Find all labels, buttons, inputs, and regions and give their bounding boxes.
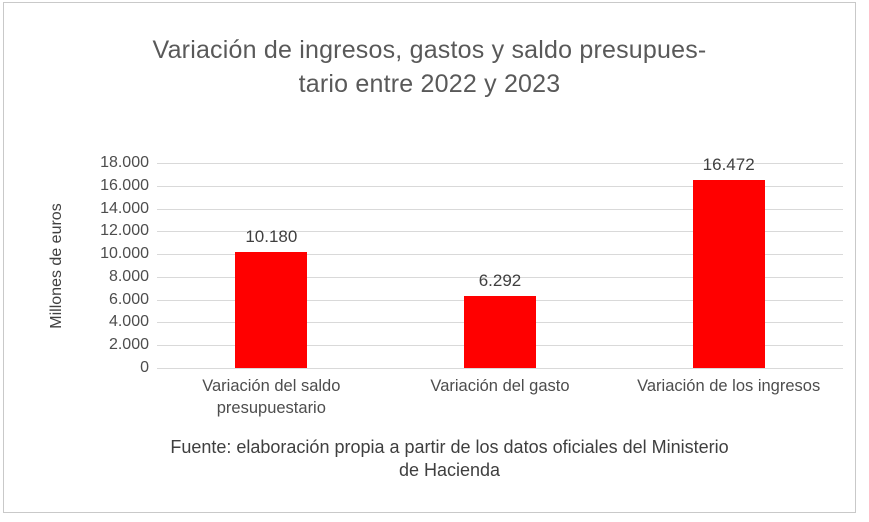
y-tick-label: 2.000 xyxy=(108,336,149,354)
bar-2 xyxy=(692,180,765,368)
gridline xyxy=(157,163,843,164)
y-tick-label: 10.000 xyxy=(100,245,149,263)
category-label-line: Variación del gasto xyxy=(430,377,570,395)
y-tick-label: 14.000 xyxy=(100,199,149,217)
category-label-1: Variación del gasto xyxy=(386,375,615,397)
bar-1 xyxy=(464,296,536,368)
y-tick-label: 8.000 xyxy=(108,267,149,285)
y-tick-label: 0 xyxy=(140,359,149,376)
gridline xyxy=(157,254,843,256)
bar-value-label: 10.180 xyxy=(245,227,298,247)
category-label-line: Variación del saldo xyxy=(202,377,341,395)
gridline xyxy=(157,231,843,233)
source-note-line-1: Fuente: elaboración propia a partir de l… xyxy=(170,437,729,457)
y-tick-label: 12.000 xyxy=(100,222,149,240)
y-tick-label: 18.000 xyxy=(100,154,149,171)
category-label-line: presupuestario xyxy=(216,399,326,417)
chart-title: Variación de ingresos, gastos y saldo pr… xyxy=(40,33,819,101)
category-label-0: Variación del saldo presupuestario xyxy=(157,375,386,419)
gridline xyxy=(157,208,843,210)
bar-0 xyxy=(235,252,308,368)
gridline xyxy=(157,185,843,187)
y-tick-label: 6.000 xyxy=(108,290,149,308)
category-label-2: Variación de los ingresos xyxy=(614,375,843,397)
y-tick-label: 4.000 xyxy=(108,313,149,331)
chart-title-line-1: Variación de ingresos, gastos y saldo pr… xyxy=(152,36,707,64)
source-note-line-2: de Hacienda xyxy=(398,460,501,480)
plot-area: 10.180 6.292 16.472 xyxy=(157,155,843,369)
gridline xyxy=(157,276,843,278)
gridline xyxy=(157,368,843,369)
category-label-line: Variación de los ingresos xyxy=(637,377,821,395)
bar-value-label: 6.292 xyxy=(478,271,522,291)
y-tick-label: 16.000 xyxy=(100,176,149,194)
bar-value-label: 16.472 xyxy=(702,155,755,175)
chart-title-line-2: tario entre 2022 y 2023 xyxy=(298,70,561,98)
y-axis-tick-labels: 0 2.000 4.000 6.000 8.000 10.000 12.000 14.000 1… xyxy=(55,154,149,376)
source-note: Fuente: elaboración propia a partir de l… xyxy=(60,436,839,482)
